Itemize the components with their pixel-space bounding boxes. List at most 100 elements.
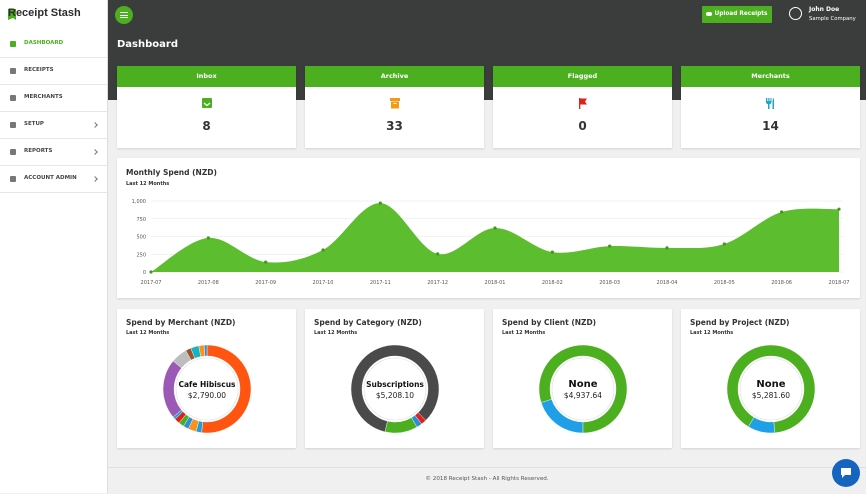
sidebar: Receipt Stash DASHBOARD RECEIPTS MERCHANTS… bbox=[0, 0, 108, 493]
x-tick-label: 2018-05 bbox=[714, 280, 735, 286]
menu-icon bbox=[10, 176, 16, 182]
data-point bbox=[206, 236, 210, 240]
donut-segment bbox=[540, 398, 584, 434]
menu-icon bbox=[10, 149, 16, 155]
page-title: Dashboard bbox=[117, 39, 178, 50]
archive-icon-body bbox=[391, 101, 399, 109]
menu-item[interactable]: REPORTS bbox=[0, 139, 107, 166]
submenu-chevron bbox=[92, 149, 98, 155]
y-tick-label: 0 bbox=[143, 270, 146, 276]
footer-text: © 2018 Receipt Stash - All Rights Reserv… bbox=[425, 476, 549, 482]
menu-item[interactable]: DASHBOARD bbox=[0, 31, 107, 58]
menu-icon bbox=[10, 122, 16, 128]
stat-title: Archive bbox=[305, 66, 484, 87]
menu-label: MERCHANTS bbox=[24, 94, 63, 100]
x-tick-label: 2017-08 bbox=[198, 280, 219, 286]
x-tick-label: 2018-01 bbox=[485, 280, 506, 286]
data-point bbox=[608, 244, 612, 248]
y-tick-label: 750 bbox=[136, 217, 146, 223]
donut-inner-ring bbox=[363, 357, 427, 421]
merchants-icon bbox=[766, 98, 774, 109]
stat-count: 0 bbox=[578, 119, 587, 133]
x-tick-label: 2017-11 bbox=[370, 280, 391, 286]
donut-chart: Spend by Merchant (NZD) Last 12 Months Caf… bbox=[126, 318, 252, 434]
chart-title: Spend by Client (NZD) bbox=[502, 318, 596, 327]
center-value: $4,937.64 bbox=[564, 391, 602, 400]
chat-icon bbox=[841, 468, 851, 478]
y-tick-label: 1,000 bbox=[132, 199, 146, 205]
chart-title: Spend by Project (NZD) bbox=[690, 318, 790, 327]
chart-subtitle: Last 12 Months bbox=[502, 330, 545, 336]
donut-segment bbox=[162, 360, 182, 418]
x-tick-label: 2017-09 bbox=[255, 280, 276, 286]
stat-title: Merchants bbox=[681, 66, 860, 87]
brand-name[interactable]: Receipt Stash bbox=[8, 7, 81, 19]
donut-panel: Spend by Project (NZD) Last 12 Months None… bbox=[681, 309, 860, 448]
center-value: $5,281.60 bbox=[752, 391, 790, 400]
menu-icon bbox=[10, 95, 16, 101]
chart-subtitle: Last 12 Months bbox=[126, 330, 169, 336]
data-point bbox=[149, 270, 153, 274]
donut-chart: Spend by Project (NZD) Last 12 Months None… bbox=[690, 318, 816, 434]
company-name: Sample Company bbox=[809, 16, 856, 22]
menu-label: RECEIPTS bbox=[24, 67, 54, 73]
x-tick-label: 2018-04 bbox=[657, 280, 678, 286]
inbox-icon bbox=[202, 98, 212, 108]
x-tick-label: 2017-10 bbox=[313, 280, 334, 286]
user-name[interactable]: John Doe bbox=[809, 6, 840, 13]
y-tick-label: 500 bbox=[136, 235, 146, 241]
chart-subtitle: Last 12 Months bbox=[690, 330, 733, 336]
donut-segment bbox=[204, 344, 208, 357]
stat-card[interactable]: Merchants 14 bbox=[681, 66, 860, 148]
stat-card[interactable]: Inbox 8 bbox=[117, 66, 296, 148]
menu-item[interactable]: RECEIPTS bbox=[0, 58, 107, 85]
data-point bbox=[436, 252, 440, 256]
stat-card[interactable]: Flagged 0 bbox=[493, 66, 672, 148]
menu-item[interactable]: MERCHANTS bbox=[0, 85, 107, 112]
data-point bbox=[837, 207, 841, 211]
submenu-chevron bbox=[92, 176, 98, 182]
data-point bbox=[321, 248, 325, 252]
user-avatar[interactable] bbox=[789, 7, 802, 20]
donut-segment bbox=[726, 344, 816, 434]
data-point bbox=[493, 226, 497, 230]
donut-segment bbox=[411, 415, 422, 428]
flag-icon-pole bbox=[579, 98, 581, 109]
center-value: $2,790.00 bbox=[188, 391, 226, 400]
flag-icon bbox=[580, 98, 587, 105]
donut-segment bbox=[538, 344, 628, 434]
area-chart: Monthly Spend (NZD) Last 12 Months 0 250 500… bbox=[126, 168, 849, 286]
inbox-icon-detail bbox=[203, 102, 211, 107]
center-label: Subscriptions bbox=[366, 380, 424, 389]
upload-icon bbox=[706, 12, 712, 16]
stat-title: Inbox bbox=[117, 66, 296, 87]
footer-bar bbox=[108, 467, 866, 494]
donut-chart: Spend by Category (NZD) Last 12 Months Sub… bbox=[314, 318, 440, 434]
data-point bbox=[378, 201, 382, 205]
data-point bbox=[264, 260, 268, 264]
upload-button[interactable]: Upload Receipts bbox=[702, 6, 772, 23]
data-point bbox=[550, 250, 554, 254]
menu-item[interactable]: ACCOUNT ADMIN bbox=[0, 166, 107, 193]
menu-label: REPORTS bbox=[24, 148, 53, 154]
stat-count: 14 bbox=[762, 119, 779, 133]
menu-item[interactable]: SETUP bbox=[0, 112, 107, 139]
donut-panel: Spend by Client (NZD) Last 12 Months None $… bbox=[493, 309, 672, 448]
donut-segment bbox=[350, 344, 440, 433]
menu-toggle[interactable] bbox=[115, 6, 133, 24]
menu-icon bbox=[10, 41, 16, 47]
chat-button[interactable] bbox=[832, 459, 860, 487]
menu-label: SETUP bbox=[24, 121, 44, 127]
chart-subtitle: Last 12 Months bbox=[126, 181, 169, 187]
brand-logo bbox=[8, 9, 16, 20]
stat-card[interactable]: Archive 33 bbox=[305, 66, 484, 148]
stat-count: 8 bbox=[202, 119, 211, 133]
x-tick-label: 2017-07 bbox=[141, 280, 162, 286]
data-point bbox=[665, 246, 669, 250]
x-tick-label: 2017-12 bbox=[427, 280, 448, 286]
stat-icon bbox=[390, 98, 400, 109]
stat-count: 33 bbox=[386, 119, 403, 133]
center-value: $5,208.10 bbox=[376, 391, 414, 400]
menu-label: ACCOUNT ADMIN bbox=[24, 175, 77, 181]
